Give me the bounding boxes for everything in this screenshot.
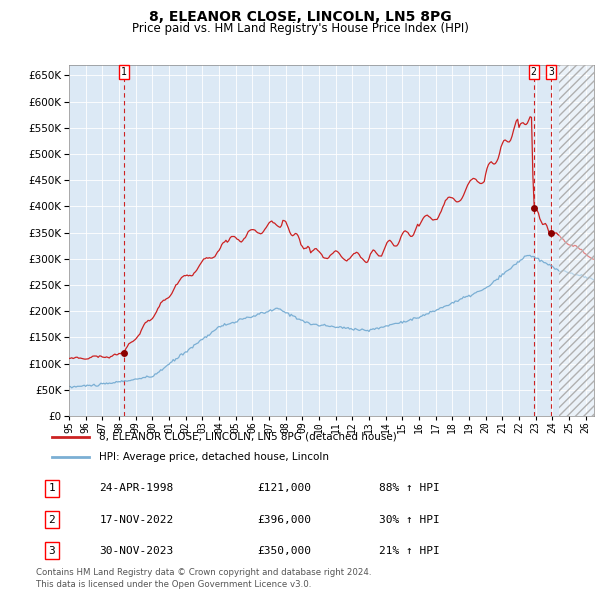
Text: 1: 1 [121,67,127,77]
Bar [559,65,594,416]
Text: Contains HM Land Registry data © Crown copyright and database right 2024.
This d: Contains HM Land Registry data © Crown c… [36,568,371,589]
Text: 8, ELEANOR CLOSE, LINCOLN, LN5 8PG: 8, ELEANOR CLOSE, LINCOLN, LN5 8PG [149,10,451,24]
Text: £350,000: £350,000 [258,546,312,556]
Text: 21% ↑ HPI: 21% ↑ HPI [379,546,440,556]
Text: 3: 3 [49,546,55,556]
Text: £396,000: £396,000 [258,514,312,525]
Text: 30% ↑ HPI: 30% ↑ HPI [379,514,440,525]
Text: 3: 3 [548,67,554,77]
Text: £121,000: £121,000 [258,483,312,493]
Text: 24-APR-1998: 24-APR-1998 [100,483,173,493]
Text: 30-NOV-2023: 30-NOV-2023 [100,546,173,556]
Text: Price paid vs. HM Land Registry's House Price Index (HPI): Price paid vs. HM Land Registry's House … [131,22,469,35]
Text: 2: 2 [49,514,55,525]
Text: 17-NOV-2022: 17-NOV-2022 [100,514,173,525]
Text: 8, ELEANOR CLOSE, LINCOLN, LN5 8PG (detached house): 8, ELEANOR CLOSE, LINCOLN, LN5 8PG (deta… [100,432,397,442]
Text: 2: 2 [531,67,536,77]
Text: 88% ↑ HPI: 88% ↑ HPI [379,483,440,493]
Text: HPI: Average price, detached house, Lincoln: HPI: Average price, detached house, Linc… [100,452,329,462]
Text: 1: 1 [49,483,55,493]
Bar [559,65,594,416]
